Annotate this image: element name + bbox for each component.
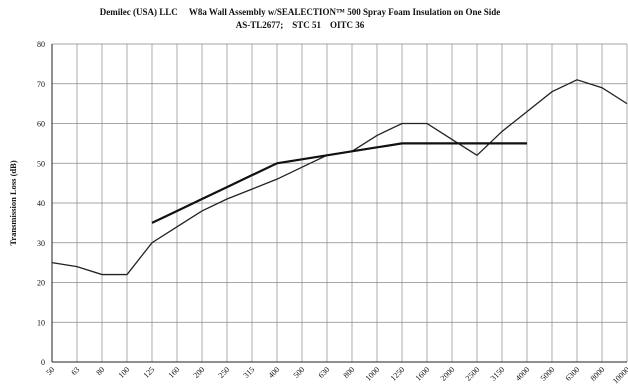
y-tick-label: 30 [37,239,45,248]
chart-subtitle: AS-TL2677; STC 51 OITC 36 [236,20,365,30]
x-tick-label: 8000 [589,365,607,383]
y-tick-label: 40 [37,199,45,208]
x-tick-label: 1000 [364,365,382,383]
series-line [151,142,527,224]
x-tick-label: 4000 [514,365,532,383]
y-tick-label: 70 [37,80,45,89]
x-tick-label: 6300 [564,365,582,383]
x-tick-label: 63 [69,365,81,377]
x-tick-label: 800 [342,365,357,380]
y-axis-label: Transmission Loss (dB) [8,160,18,246]
y-tick-label: 80 [37,40,45,49]
x-tick-label: 3150 [489,365,507,383]
x-tick-label: 50 [44,365,56,377]
y-tick-label: 20 [37,279,45,288]
x-tick-label: 200 [192,365,207,380]
x-tick-label: 125 [142,365,157,380]
y-tick-label: 60 [37,120,45,129]
x-tick-label: 160 [167,365,182,380]
y-tick-label: 0 [41,358,45,367]
y-tick-label: 10 [37,318,45,327]
x-tick-label: 10000 [611,365,628,386]
chart-title: Demilec (USA) LLC W8a Wall Assembly w/SE… [100,7,500,17]
y-tick-label: 50 [37,159,45,168]
x-tick-label: 500 [292,365,307,380]
x-tick-label: 250 [217,365,232,380]
series-line [51,79,628,276]
x-tick-label: 2500 [464,365,482,383]
x-tick-label: 400 [267,365,282,380]
x-tick-label: 630 [317,365,332,380]
x-tick-label: 5000 [539,365,557,383]
x-tick-label: 100 [117,365,132,380]
x-tick-label: 1600 [414,365,432,383]
x-tick-label: 80 [94,365,106,377]
x-tick-label: 1250 [389,365,407,383]
x-tick-label: 2000 [439,365,457,383]
x-tick-label: 315 [242,365,257,380]
